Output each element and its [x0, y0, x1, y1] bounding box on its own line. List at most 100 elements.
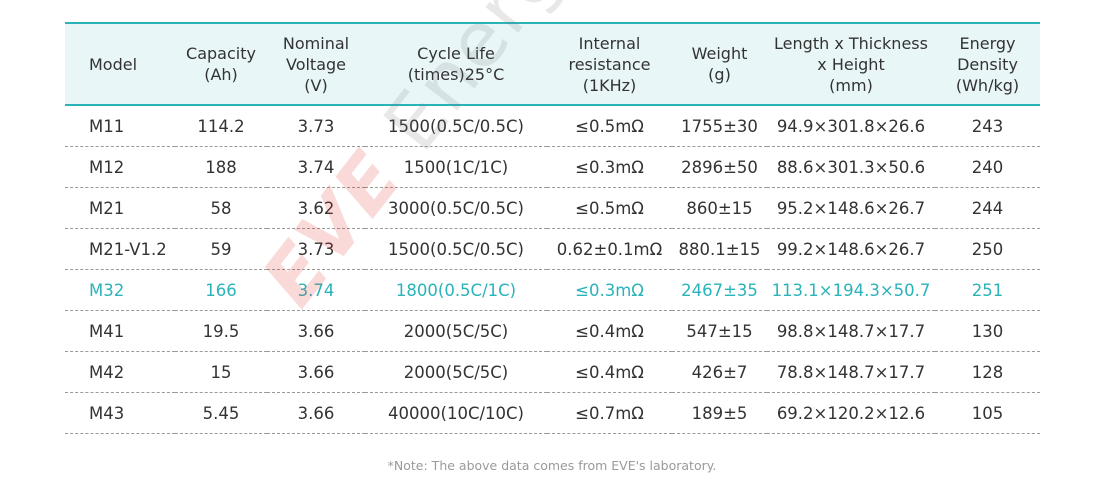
cell-weight: 1755±30 [672, 105, 767, 147]
cell-capacity: 15 [175, 351, 267, 393]
header-row: Model Capacity (Ah) Nominal Voltage (V) Cycle … [65, 23, 1040, 105]
header-capacity: Capacity (Ah) [175, 23, 267, 105]
table-row: M32 166 3.74 1800(0.5C/1C) ≤0.3mΩ 2467±35 113.… [65, 269, 1040, 311]
cell-capacity: 166 [175, 269, 267, 311]
cell-energy-density: 105 [935, 392, 1040, 434]
cell-weight: 547±15 [672, 310, 767, 352]
cell-capacity: 58 [175, 187, 267, 229]
header-dimensions-line: x Height [817, 54, 885, 74]
header-energy-density-line: Density [957, 54, 1018, 74]
cell-cycle-life: 1500(1C/1C) [365, 146, 547, 188]
cell-nominal-voltage: 3.66 [267, 392, 365, 434]
cell-nominal-voltage: 3.74 [267, 269, 365, 311]
cell-internal-resistance: ≤0.3mΩ [547, 146, 672, 188]
cell-dimensions: 98.8×148.7×17.7 [767, 310, 935, 352]
header-nominal-voltage-line: Nominal [282, 33, 350, 53]
cell-capacity: 19.5 [175, 310, 267, 352]
cell-cycle-life: 1800(0.5C/1C) [365, 269, 547, 311]
cell-weight: 2467±35 [672, 269, 767, 311]
cell-internal-resistance: ≤0.5mΩ [547, 187, 672, 229]
spec-table-container: Model Capacity (Ah) Nominal Voltage (V) Cycle … [65, 22, 1040, 434]
cell-energy-density: 240 [935, 146, 1040, 188]
cell-energy-density: 251 [935, 269, 1040, 311]
cell-capacity: 59 [175, 228, 267, 270]
header-weight: Weight (g) [672, 23, 767, 105]
header-internal-resistance-line: resistance [568, 54, 651, 74]
table-row: M11 114.2 3.73 1500(0.5C/0.5C) ≤0.5mΩ 1755±30… [65, 105, 1040, 147]
cell-cycle-life: 2000(5C/5C) [365, 351, 547, 393]
cell-nominal-voltage: 3.66 [267, 351, 365, 393]
cell-weight: 426±7 [672, 351, 767, 393]
header-nominal-voltage-line: Voltage [285, 54, 346, 74]
cell-cycle-life: 40000(10C/10C) [365, 392, 547, 434]
cell-internal-resistance: ≤0.4mΩ [547, 310, 672, 352]
cell-model: M43 [65, 392, 175, 434]
cell-cycle-life: 1500(0.5C/0.5C) [365, 105, 547, 147]
cell-dimensions: 113.1×194.3×50.7 [767, 269, 935, 311]
cell-model: M41 [65, 310, 175, 352]
header-energy-density-line: Energy [959, 33, 1016, 53]
cell-weight: 860±15 [672, 187, 767, 229]
cell-nominal-voltage: 3.62 [267, 187, 365, 229]
header-nominal-voltage-line: (V) [304, 75, 328, 95]
cell-model: M11 [65, 105, 175, 147]
cell-internal-resistance: ≤0.3mΩ [547, 269, 672, 311]
header-capacity-line: Capacity [186, 44, 256, 63]
cell-nominal-voltage: 3.74 [267, 146, 365, 188]
cell-energy-density: 244 [935, 187, 1040, 229]
header-energy-density: Energy Density (Wh/kg) [935, 23, 1040, 105]
table-row: M21-V1.2 59 3.73 1500(0.5C/0.5C) 0.62±0.1mΩ 8… [65, 228, 1040, 270]
table-row: M41 19.5 3.66 2000(5C/5C) ≤0.4mΩ 547±15 98.8×1… [65, 310, 1040, 352]
header-dimensions-line: Length x Thickness [774, 33, 928, 53]
cell-model: M12 [65, 146, 175, 188]
cell-dimensions: 99.2×148.6×26.7 [767, 228, 935, 270]
header-capacity-line: (Ah) [204, 65, 238, 84]
cell-cycle-life: 2000(5C/5C) [365, 310, 547, 352]
cell-cycle-life: 3000(0.5C/0.5C) [365, 187, 547, 229]
cell-weight: 2896±50 [672, 146, 767, 188]
cell-dimensions: 95.2×148.6×26.7 [767, 187, 935, 229]
table-row: M43 5.45 3.66 40000(10C/10C) ≤0.7mΩ 189±5 69.2… [65, 392, 1040, 434]
table-header: Model Capacity (Ah) Nominal Voltage (V) Cycle … [65, 23, 1040, 105]
cell-energy-density: 250 [935, 228, 1040, 270]
cell-nominal-voltage: 3.66 [267, 310, 365, 352]
header-internal-resistance: Internal resistance (1KHz) [547, 23, 672, 105]
cell-capacity: 188 [175, 146, 267, 188]
cell-nominal-voltage: 3.73 [267, 105, 365, 147]
cell-energy-density: 243 [935, 105, 1040, 147]
cell-dimensions: 69.2×120.2×12.6 [767, 392, 935, 434]
header-cycle-life-line: Cycle Life [417, 44, 495, 63]
cell-model: M32 [65, 269, 175, 311]
cell-model: M21 [65, 187, 175, 229]
header-model: Model [65, 23, 175, 105]
cell-capacity: 5.45 [175, 392, 267, 434]
cell-internal-resistance: ≤0.5mΩ [547, 105, 672, 147]
table-body: M11 114.2 3.73 1500(0.5C/0.5C) ≤0.5mΩ 1755±30… [65, 105, 1040, 434]
header-weight-line: Weight [691, 44, 748, 63]
cell-dimensions: 94.9×301.8×26.6 [767, 105, 935, 147]
header-dimensions: Length x Thickness x Height (mm) [767, 23, 935, 105]
header-energy-density-line: (Wh/kg) [955, 75, 1020, 95]
cell-internal-resistance: ≤0.7mΩ [547, 392, 672, 434]
cell-capacity: 114.2 [175, 105, 267, 147]
footnote: *Note: The above data comes from EVE's l… [387, 458, 717, 473]
header-nominal-voltage: Nominal Voltage (V) [267, 23, 365, 105]
cell-dimensions: 88.6×301.3×50.6 [767, 146, 935, 188]
header-internal-resistance-line: (1KHz) [582, 75, 637, 95]
table-row: M12 188 3.74 1500(1C/1C) ≤0.3mΩ 2896±50 88.6×3… [65, 146, 1040, 188]
cell-internal-resistance: 0.62±0.1mΩ [547, 228, 672, 270]
table-row: M21 58 3.62 3000(0.5C/0.5C) ≤0.5mΩ 860±15 95.2… [65, 187, 1040, 229]
header-cycle-life: Cycle Life (times)25°C [365, 23, 547, 105]
header-weight-line: (g) [708, 65, 731, 84]
cell-dimensions: 78.8×148.7×17.7 [767, 351, 935, 393]
cell-energy-density: 128 [935, 351, 1040, 393]
cell-weight: 880.1±15 [672, 228, 767, 270]
header-dimensions-line: (mm) [829, 75, 873, 95]
table-row: M42 15 3.66 2000(5C/5C) ≤0.4mΩ 426±7 78.8×148.… [65, 351, 1040, 393]
header-internal-resistance-line: Internal [578, 33, 641, 53]
header-model-line: Model [89, 54, 138, 74]
cell-model: M21-V1.2 [65, 228, 175, 270]
cell-nominal-voltage: 3.73 [267, 228, 365, 270]
cell-internal-resistance: ≤0.4mΩ [547, 351, 672, 393]
cell-cycle-life: 1500(0.5C/0.5C) [365, 228, 547, 270]
